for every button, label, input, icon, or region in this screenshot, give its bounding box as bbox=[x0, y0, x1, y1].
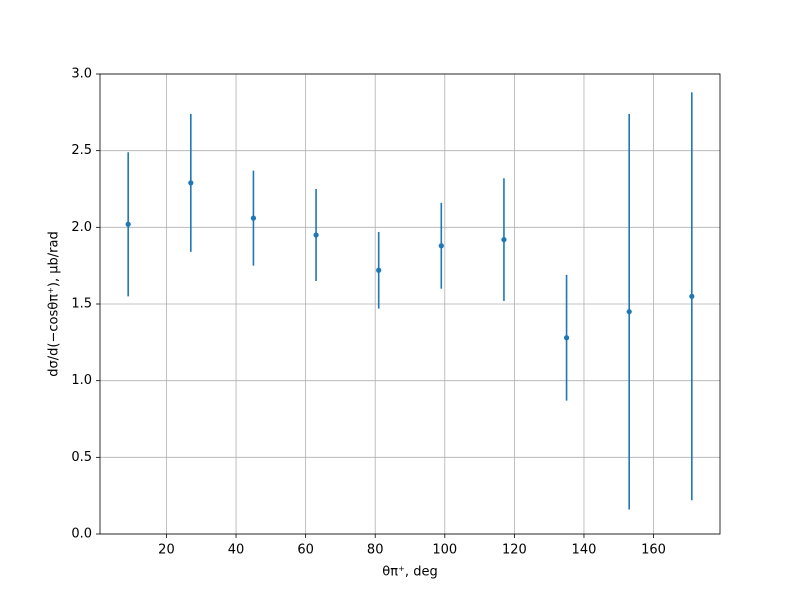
data-point bbox=[376, 267, 382, 273]
x-tick-label: 160 bbox=[641, 543, 666, 558]
y-tick-label: 1.5 bbox=[71, 297, 92, 312]
data-point bbox=[689, 293, 695, 299]
data-point bbox=[313, 232, 319, 238]
y-tick-label: 0.0 bbox=[71, 527, 92, 542]
data-point bbox=[125, 221, 131, 227]
data-point bbox=[563, 335, 570, 341]
y-tick-label: 1.0 bbox=[71, 373, 92, 388]
data-point bbox=[250, 215, 257, 221]
y-axis-label: dσ/d(−cosθπ⁺), μb/rad bbox=[47, 231, 62, 376]
x-tick-label: 20 bbox=[158, 543, 175, 558]
x-tick-label: 60 bbox=[297, 543, 314, 558]
y-tick-label: 2.0 bbox=[71, 220, 92, 235]
x-tick-label: 80 bbox=[367, 543, 384, 558]
x-tick-label: 40 bbox=[228, 543, 245, 558]
data-point bbox=[501, 237, 507, 243]
data-point bbox=[188, 180, 194, 186]
x-tick-label: 100 bbox=[432, 543, 457, 558]
data-point bbox=[438, 243, 444, 249]
y-tick-label: 3.0 bbox=[71, 67, 92, 82]
y-tick-label: 2.5 bbox=[71, 143, 92, 158]
x-tick-label: 120 bbox=[502, 543, 527, 558]
y-tick-label: 0.5 bbox=[71, 450, 92, 465]
plot-frame bbox=[99, 73, 721, 535]
x-axis-label: θπ⁺, deg bbox=[382, 565, 437, 580]
x-tick-label: 140 bbox=[572, 543, 597, 558]
data-point bbox=[626, 309, 632, 315]
